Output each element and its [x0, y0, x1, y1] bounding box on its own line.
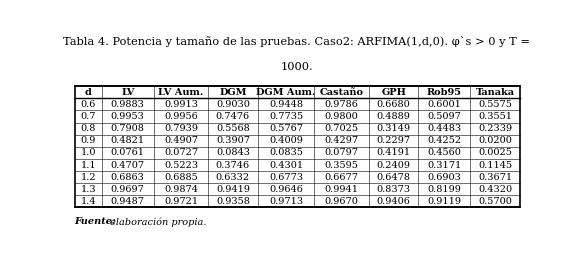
Text: 0.6: 0.6 [80, 100, 96, 109]
Text: 0.6885: 0.6885 [164, 173, 198, 182]
Text: 0.9883: 0.9883 [111, 100, 145, 109]
Text: 0.4821: 0.4821 [111, 136, 145, 145]
Text: 0.2339: 0.2339 [478, 124, 512, 133]
Text: 0.9697: 0.9697 [111, 185, 145, 194]
Text: 0.4301: 0.4301 [269, 161, 303, 169]
Text: DGM: DGM [219, 88, 247, 97]
Text: 0.4560: 0.4560 [427, 148, 461, 157]
Text: 0.7908: 0.7908 [111, 124, 145, 133]
Text: 0.6680: 0.6680 [377, 100, 411, 109]
Text: 0.4707: 0.4707 [111, 161, 145, 169]
Text: 0.5223: 0.5223 [164, 161, 198, 169]
Text: 0.5700: 0.5700 [478, 197, 512, 206]
Text: 0.9406: 0.9406 [377, 197, 411, 206]
Text: 0.8: 0.8 [80, 124, 96, 133]
Text: 0.0797: 0.0797 [325, 148, 359, 157]
Text: 0.0835: 0.0835 [269, 148, 303, 157]
Text: 0.4009: 0.4009 [269, 136, 303, 145]
Text: 0.9786: 0.9786 [325, 100, 358, 109]
Text: 0.5767: 0.5767 [269, 124, 303, 133]
Text: 0.9670: 0.9670 [325, 197, 358, 206]
Text: 0.0727: 0.0727 [164, 148, 198, 157]
Text: Tanaka: Tanaka [475, 88, 515, 97]
Text: 0.0200: 0.0200 [478, 136, 512, 145]
Text: 0.9030: 0.9030 [216, 100, 250, 109]
Text: 0.4907: 0.4907 [164, 136, 198, 145]
Text: 0.9913: 0.9913 [164, 100, 198, 109]
Text: 0.6773: 0.6773 [269, 173, 303, 182]
Text: 0.3551: 0.3551 [478, 112, 512, 121]
Text: 0.6332: 0.6332 [216, 173, 250, 182]
Text: 0.3149: 0.3149 [376, 124, 411, 133]
Text: Castaño: Castaño [320, 88, 364, 97]
Text: 0.9800: 0.9800 [325, 112, 358, 121]
Text: 0.7025: 0.7025 [325, 124, 359, 133]
Text: d: d [85, 88, 91, 97]
Text: 0.9646: 0.9646 [269, 185, 303, 194]
Text: 0.0761: 0.0761 [111, 148, 145, 157]
Text: elaboración propia.: elaboración propia. [107, 217, 207, 227]
Text: LV: LV [121, 88, 134, 97]
Text: 0.9487: 0.9487 [111, 197, 145, 206]
Text: 0.4483: 0.4483 [427, 124, 461, 133]
Text: 0.5568: 0.5568 [216, 124, 250, 133]
Text: Tabla 4. Potencia y tamaño de las pruebas. Caso2: ARFIMA(1,d,0). φ`s > 0 y T =: Tabla 4. Potencia y tamaño de las prueba… [63, 36, 530, 47]
Text: 0.9874: 0.9874 [164, 185, 198, 194]
Text: 0.9119: 0.9119 [427, 197, 461, 206]
Text: 0.9721: 0.9721 [164, 197, 198, 206]
Text: 0.2409: 0.2409 [376, 161, 411, 169]
Text: 0.7476: 0.7476 [216, 112, 250, 121]
Text: 0.4320: 0.4320 [478, 185, 512, 194]
Text: 0.3171: 0.3171 [427, 161, 461, 169]
Text: 0.4297: 0.4297 [325, 136, 359, 145]
Text: 0.1145: 0.1145 [478, 161, 512, 169]
Text: LV Aum.: LV Aum. [158, 88, 204, 97]
Text: DGM Aum.: DGM Aum. [256, 88, 316, 97]
Text: 0.9956: 0.9956 [164, 112, 198, 121]
Text: 0.5575: 0.5575 [478, 100, 512, 109]
Text: 0.9: 0.9 [80, 136, 96, 145]
Text: 0.9713: 0.9713 [269, 197, 303, 206]
Text: Fuente:: Fuente: [75, 217, 116, 226]
Text: 0.2297: 0.2297 [376, 136, 411, 145]
Text: 0.7: 0.7 [80, 112, 96, 121]
Text: Rob95: Rob95 [427, 88, 462, 97]
Text: 0.6903: 0.6903 [427, 173, 461, 182]
Text: 0.9941: 0.9941 [325, 185, 359, 194]
Text: 0.5097: 0.5097 [427, 112, 461, 121]
Text: 0.9358: 0.9358 [216, 197, 250, 206]
Text: 0.3671: 0.3671 [478, 173, 512, 182]
Text: 1.3: 1.3 [80, 185, 96, 194]
Text: 1.4: 1.4 [80, 197, 96, 206]
Text: 0.6478: 0.6478 [376, 173, 411, 182]
Text: 0.9448: 0.9448 [269, 100, 303, 109]
Text: 0.8199: 0.8199 [427, 185, 461, 194]
Text: 0.7939: 0.7939 [164, 124, 198, 133]
Text: 1.1: 1.1 [80, 161, 96, 169]
Text: 0.6863: 0.6863 [111, 173, 145, 182]
Text: 1000.: 1000. [280, 62, 313, 72]
Text: 1.2: 1.2 [80, 173, 96, 182]
Text: 0.4191: 0.4191 [376, 148, 411, 157]
Text: 0.9419: 0.9419 [216, 185, 250, 194]
Text: 0.8373: 0.8373 [376, 185, 411, 194]
Text: 0.3907: 0.3907 [216, 136, 250, 145]
Text: 1.0: 1.0 [80, 148, 96, 157]
Text: GPH: GPH [381, 88, 406, 97]
Text: 0.0843: 0.0843 [216, 148, 250, 157]
Text: 0.3746: 0.3746 [216, 161, 250, 169]
Text: 0.7735: 0.7735 [269, 112, 303, 121]
Text: 0.6001: 0.6001 [427, 100, 461, 109]
Text: 0.3595: 0.3595 [325, 161, 358, 169]
Text: 0.4889: 0.4889 [377, 112, 411, 121]
Text: 0.9953: 0.9953 [111, 112, 145, 121]
Text: 0.4252: 0.4252 [427, 136, 461, 145]
Text: 0.6677: 0.6677 [325, 173, 359, 182]
Text: 0.0025: 0.0025 [478, 148, 512, 157]
